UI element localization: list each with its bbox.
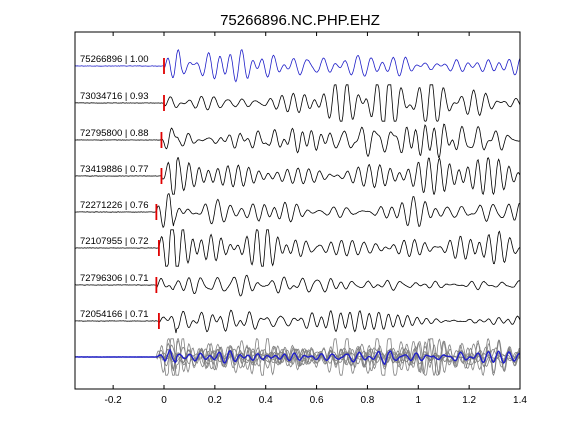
trace-line <box>74 157 521 196</box>
trace-line <box>74 229 521 267</box>
x-tick-label: 1 <box>416 395 422 406</box>
trace-label: 72795800 | 0.88 <box>80 128 149 139</box>
stack-mean-line <box>74 348 521 366</box>
trace-group: 72107955 | 0.72 <box>74 229 521 267</box>
trace-label: 75266896 | 1.00 <box>80 54 149 65</box>
x-tick-label: 0.8 <box>360 395 374 406</box>
trace-label: 72271226 | 0.76 <box>80 200 149 211</box>
x-tick-label: 0.4 <box>259 395 273 406</box>
x-tick-label: 1.4 <box>513 395 527 406</box>
trace-group: 72795800 | 0.88 <box>74 123 520 159</box>
plot-area: 75266896 | 1.00 73034716 | 0.93 72795800 |… <box>74 48 521 377</box>
x-tick-label: -0.2 <box>105 395 123 406</box>
trace-line <box>74 123 520 159</box>
x-tick-label: 0 <box>161 395 167 406</box>
stack-overlay <box>74 338 521 377</box>
trace-label: 73034716 | 0.93 <box>80 91 149 102</box>
trace-group: 72054166 | 0.71 <box>74 309 521 334</box>
chart-title: 75266896.NC.PHP.EHZ <box>220 12 380 29</box>
trace-label: 72107955 | 0.72 <box>80 236 149 247</box>
x-tick-label: 0.2 <box>208 395 222 406</box>
axes-frame <box>74 31 521 390</box>
x-axis: -0.2 0 0.2 0.4 0.6 0.8 1 1.2 1.4 <box>105 32 527 406</box>
trace-line <box>75 84 521 122</box>
trace-label: 72054166 | 0.71 <box>80 309 149 320</box>
trace-line <box>74 193 521 229</box>
trace-group: 75266896 | 1.00 <box>74 48 521 83</box>
trace-line <box>74 48 521 83</box>
trace-group: 73034716 | 0.93 <box>75 84 521 122</box>
trace-label: 73419886 | 0.77 <box>80 164 149 175</box>
x-tick-label: 1.2 <box>462 395 476 406</box>
trace-label: 72796306 | 0.71 <box>80 273 149 284</box>
trace-line <box>75 274 521 297</box>
x-tick-label: 0.6 <box>310 395 324 406</box>
trace-group: 73419886 | 0.77 <box>74 157 521 196</box>
trace-group: 72796306 | 0.71 <box>75 273 521 297</box>
trace-group: 72271226 | 0.76 <box>74 193 521 229</box>
trace-line <box>74 309 521 334</box>
